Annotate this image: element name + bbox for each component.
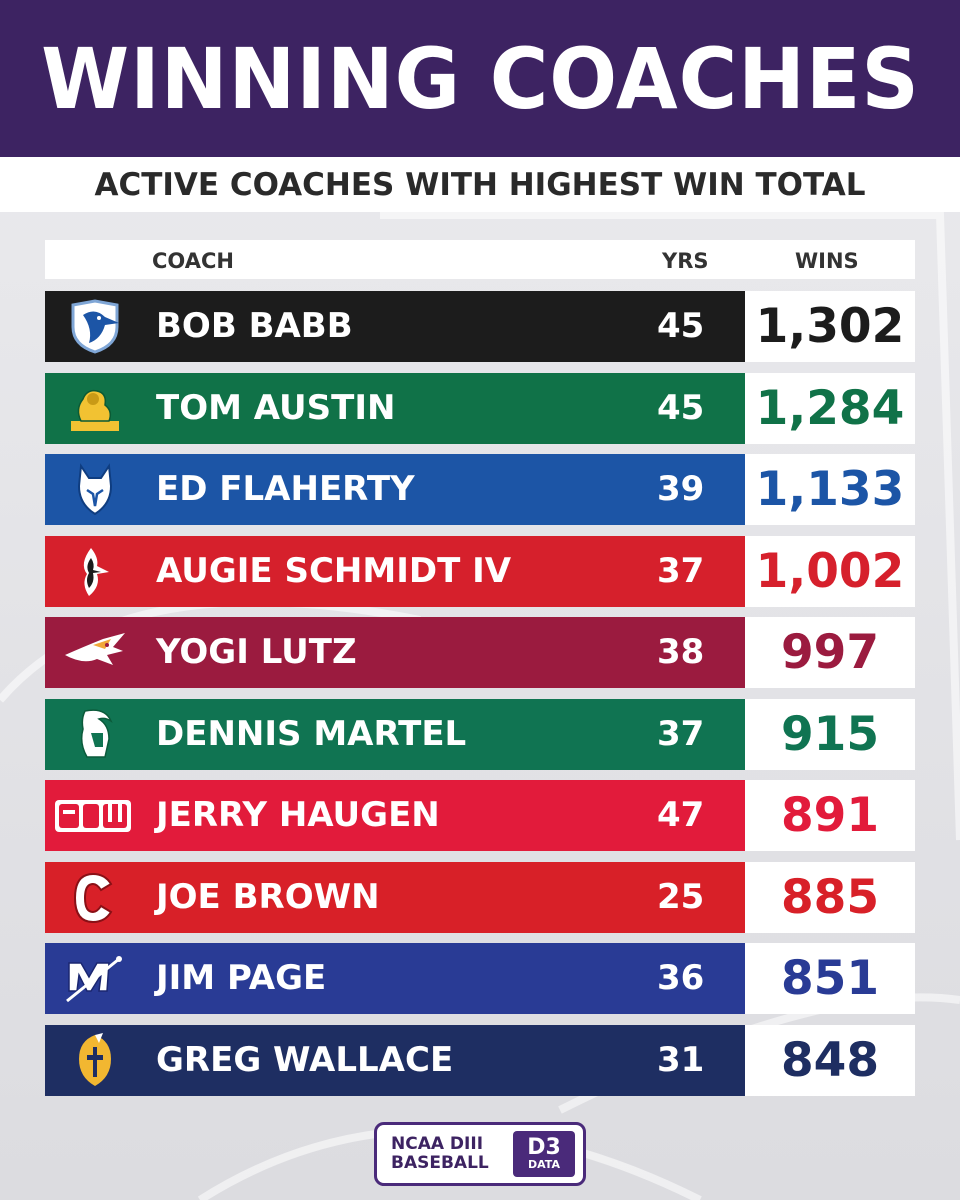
d3-data-icon: D3 DATA <box>513 1131 575 1177</box>
red-hawk-logo-icon <box>63 625 127 680</box>
column-wins: WINS <box>795 249 859 273</box>
coach-years: 25 <box>657 876 705 917</box>
ncaa-diii-baseball-logo: NCAA DIII BASEBALL D3 DATA <box>374 1122 586 1186</box>
coach-name: TOM AUSTIN <box>156 387 396 428</box>
coach-name: DENNIS MARTEL <box>156 713 467 754</box>
coach-wins: 1,284 <box>755 380 905 436</box>
coach-name: BOB BABB <box>156 306 353 346</box>
table-row: ED FLAHERTY 39 1,133 <box>45 454 915 525</box>
coach-wins: 1,002 <box>755 543 905 599</box>
red-c-logo-icon <box>63 870 127 925</box>
coach-wins: 915 <box>780 706 880 762</box>
wins-cell: 1,133 <box>745 454 915 525</box>
coach-wins: 851 <box>780 951 880 1006</box>
coach-years: 37 <box>657 550 705 591</box>
coach-years: 39 <box>657 469 705 509</box>
table-row: JIM PAGE 36 851 <box>45 943 915 1014</box>
page-title: WINNING COACHES <box>40 29 920 128</box>
coach-name: JERRY HAUGEN <box>156 795 440 835</box>
coach-years: 31 <box>657 1039 705 1080</box>
coach-name: AUGIE SCHMIDT IV <box>156 550 512 591</box>
m-sword-logo-icon <box>63 951 127 1006</box>
header-banner: WINNING COACHES <box>0 0 960 157</box>
coach-name: ED FLAHERTY <box>156 469 415 509</box>
wins-cell: 848 <box>745 1024 915 1096</box>
table-row: JOE BROWN 25 885 <box>45 861 915 933</box>
coach-name: GREG WALLACE <box>156 1039 454 1080</box>
row-band: GREG WALLACE 31 <box>45 1024 745 1096</box>
wins-cell: 1,284 <box>745 372 915 444</box>
wins-cell: 885 <box>745 861 915 933</box>
row-band: JIM PAGE 36 <box>45 943 745 1014</box>
brand-mark-text: D3 <box>527 1135 561 1160</box>
subtitle-bar: ACTIVE COACHES WITH HIGHEST WIN TOTAL <box>0 157 960 212</box>
table-row: JERRY HAUGEN 47 891 <box>45 780 915 851</box>
table-row: TOM AUSTIN 45 1,284 <box>45 372 915 444</box>
coach-years: 45 <box>657 306 705 346</box>
coach-years: 36 <box>657 958 705 998</box>
brand-line-1: NCAA DIII <box>391 1134 484 1154</box>
knight-logo-icon <box>63 1032 127 1088</box>
cardinal-logo-icon <box>63 544 127 599</box>
coach-years: 45 <box>657 387 705 428</box>
row-band: BOB BABB 45 <box>45 291 745 362</box>
coach-wins: 1,302 <box>755 299 905 354</box>
husky-logo-icon <box>63 462 127 517</box>
row-band: DENNIS MARTEL 37 <box>45 698 745 770</box>
table-row: GREG WALLACE 31 848 <box>45 1024 915 1096</box>
coach-wins: 891 <box>780 788 880 843</box>
brand-mark-subtext: DATA <box>528 1158 560 1171</box>
coach-wins: 885 <box>780 869 880 925</box>
row-band: YOGI LUTZ 38 <box>45 617 745 688</box>
column-header: COACH YRS WINS <box>45 240 915 279</box>
brand-line-2: BASEBALL <box>391 1153 489 1173</box>
coach-table: BOB BABB 45 1,302 TOM AUSTIN 45 1,284 ED… <box>45 291 915 1106</box>
coach-name: YOGI LUTZ <box>156 632 357 672</box>
row-band: JOE BROWN 25 <box>45 861 745 933</box>
wins-cell: 915 <box>745 698 915 770</box>
table-row: AUGIE SCHMIDT IV 37 1,002 <box>45 535 915 607</box>
row-band: JERRY HAUGEN 47 <box>45 780 745 851</box>
lion-logo-icon <box>63 381 127 436</box>
spartan-logo-icon <box>63 707 127 762</box>
table-row: YOGI LUTZ 38 997 <box>45 617 915 688</box>
coach-years: 37 <box>657 713 705 754</box>
sju-logo-icon <box>53 788 133 843</box>
row-band: AUGIE SCHMIDT IV 37 <box>45 535 745 607</box>
row-band: ED FLAHERTY 39 <box>45 454 745 525</box>
table-row: DENNIS MARTEL 37 915 <box>45 698 915 770</box>
column-coach: COACH <box>152 249 234 273</box>
coach-name: JOE BROWN <box>156 876 380 917</box>
column-yrs: YRS <box>662 249 709 273</box>
coach-wins: 1,133 <box>755 462 905 517</box>
coach-wins: 848 <box>780 1032 880 1088</box>
coach-name: JIM PAGE <box>156 958 327 998</box>
wins-cell: 851 <box>745 943 915 1014</box>
wins-cell: 1,302 <box>745 291 915 362</box>
brand-text: NCAA DIII BASEBALL <box>391 1135 489 1173</box>
page-subtitle: ACTIVE COACHES WITH HIGHEST WIN TOTAL <box>94 166 866 203</box>
table-row: BOB BABB 45 1,302 <box>45 291 915 362</box>
coach-years: 38 <box>657 632 705 672</box>
blue-jay-logo-icon <box>63 299 127 354</box>
wins-cell: 997 <box>745 617 915 688</box>
wins-cell: 1,002 <box>745 535 915 607</box>
coach-years: 47 <box>657 795 705 835</box>
row-band: TOM AUSTIN 45 <box>45 372 745 444</box>
coach-wins: 997 <box>780 625 880 680</box>
wins-cell: 891 <box>745 780 915 851</box>
